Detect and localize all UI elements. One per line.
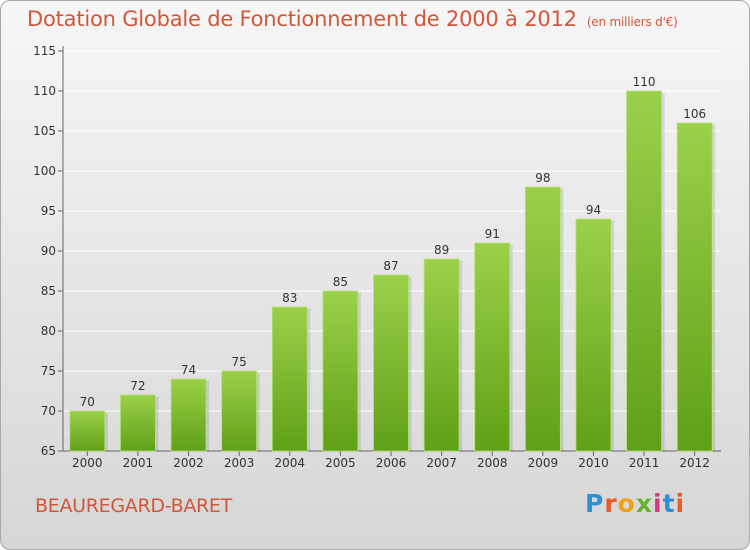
bar (120, 394, 156, 452)
bar (221, 370, 258, 452)
y-tick-label: 80 (41, 324, 56, 338)
bar-value-label: 91 (485, 227, 500, 241)
y-tick-label: 75 (41, 364, 56, 378)
commune-name: BEAUREGARD-BARET (35, 495, 232, 517)
bar-value-label: 98 (535, 171, 550, 185)
bar-value-label: 110 (633, 75, 656, 89)
bar-value-label: 87 (383, 259, 398, 273)
y-tick-label: 70 (41, 404, 56, 418)
x-tick-label: 2009 (528, 456, 559, 470)
bar-value-label: 74 (181, 363, 196, 377)
x-tick-label: 2011 (629, 456, 660, 470)
x-tick-label: 2004 (274, 456, 305, 470)
bar (626, 90, 662, 452)
bars (69, 90, 716, 452)
x-tick-label: 2001 (123, 456, 154, 470)
bar-value-label: 85 (333, 275, 348, 289)
chart-title-text: Dotation Globale de Fonctionnement de 20… (27, 7, 577, 31)
bar (170, 378, 207, 452)
proxiti-logo: Proxiti (585, 489, 686, 518)
y-tick-label: 65 (41, 444, 56, 458)
bar (676, 122, 713, 452)
y-tick-label: 105 (33, 124, 56, 138)
bar (474, 242, 511, 452)
y-tick-label: 95 (41, 204, 56, 218)
bar-value-label: 94 (586, 203, 601, 217)
x-tick-label: 2003 (224, 456, 255, 470)
bar-value-label: 75 (232, 355, 247, 369)
bar (373, 274, 409, 452)
bar-value-label: 83 (282, 291, 297, 305)
x-tick-label: 2000 (72, 456, 103, 470)
y-tick-label: 90 (41, 244, 56, 258)
bar-value-label: 106 (683, 107, 706, 121)
bar (575, 218, 612, 452)
bar-value-label: 89 (434, 243, 449, 257)
x-tick-label: 2012 (679, 456, 710, 470)
bar (69, 410, 106, 452)
bar (271, 306, 308, 452)
y-tick-label: 85 (41, 284, 56, 298)
chart-title: Dotation Globale de Fonctionnement de 20… (27, 7, 678, 31)
x-tick-label: 2008 (477, 456, 508, 470)
y-tick-label: 110 (33, 84, 56, 98)
labels: 65 70 75 80 85 90 95 100 105 110 115 70 2000 72 2001 74… (33, 44, 710, 470)
y-tick-label: 115 (33, 44, 56, 58)
y-tick-label: 100 (33, 164, 56, 178)
bar (423, 258, 460, 452)
chart-unit: (en milliers d'€) (586, 15, 678, 29)
x-tick-label: 2007 (426, 456, 457, 470)
x-tick-label: 2002 (173, 456, 204, 470)
x-tick-label: 2005 (325, 456, 356, 470)
bar (322, 290, 359, 452)
x-tick-label: 2010 (578, 456, 609, 470)
bar (524, 186, 561, 452)
bar-value-label: 72 (130, 379, 145, 393)
bar-value-label: 70 (80, 395, 95, 409)
x-tick-label: 2006 (376, 456, 407, 470)
